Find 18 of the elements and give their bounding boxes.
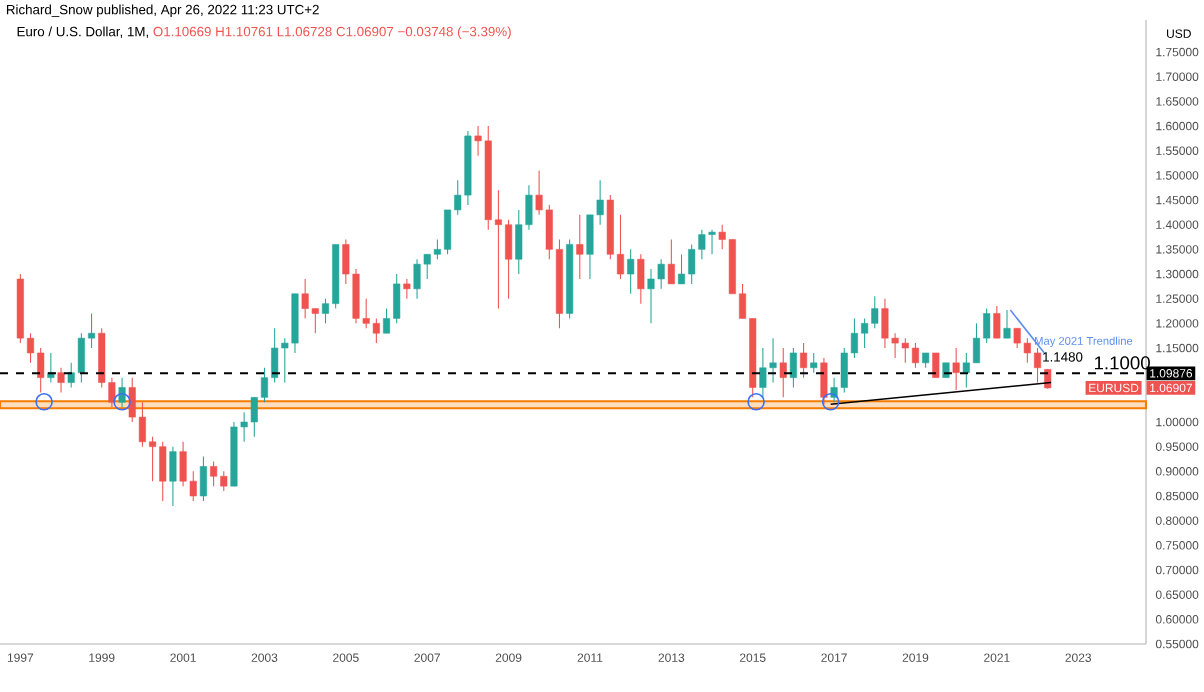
candlestick <box>789 347 797 389</box>
candlestick <box>169 446 177 507</box>
candlestick <box>627 248 635 295</box>
candlestick <box>199 456 207 502</box>
candlestick <box>1003 309 1011 339</box>
candlestick <box>820 357 828 406</box>
candlestick <box>576 214 584 280</box>
candlestick <box>667 238 675 285</box>
candlestick <box>779 347 787 398</box>
candlestick <box>57 367 65 393</box>
annotation: 1.1000 <box>1094 356 1150 370</box>
candlestick <box>637 253 645 305</box>
candlestick <box>800 342 808 379</box>
candlestick <box>403 278 411 300</box>
candlestick <box>993 305 1001 339</box>
candlestick <box>932 352 940 379</box>
candlestick <box>952 347 960 391</box>
candlestick <box>810 352 818 374</box>
